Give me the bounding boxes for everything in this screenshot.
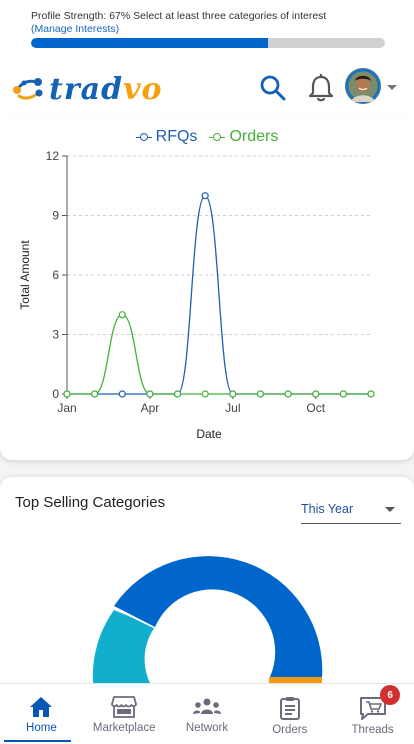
legend-swatch-rfqs bbox=[135, 132, 152, 142]
series-line-orders bbox=[67, 314, 371, 395]
logo-mark-icon bbox=[13, 78, 43, 100]
people-icon bbox=[192, 698, 221, 714]
data-point-orders bbox=[201, 390, 209, 398]
x-axis-label: Date bbox=[196, 427, 222, 441]
data-point-orders bbox=[146, 390, 154, 398]
x-tick-label: Jul bbox=[225, 401, 240, 415]
period-select[interactable]: This Year bbox=[301, 499, 401, 524]
data-point-orders bbox=[256, 390, 265, 398]
legend-item-orders[interactable]: Orders bbox=[209, 128, 278, 146]
data-point-rfqs bbox=[118, 390, 126, 398]
x-tick-label: Jan bbox=[57, 401, 76, 415]
data-point-orders bbox=[118, 311, 126, 319]
donut-segment-1 bbox=[114, 556, 323, 678]
clipboard-icon bbox=[279, 697, 300, 720]
data-point-orders bbox=[367, 390, 375, 398]
data-point-orders bbox=[312, 390, 320, 398]
x-tick-label: Oct bbox=[306, 401, 325, 415]
data-point-rfqs bbox=[201, 192, 209, 200]
donut-segment-2 bbox=[92, 610, 155, 683]
top-selling-categories-card: Top Selling Categories This Year bbox=[0, 477, 414, 707]
nav-item-threads[interactable]: Threads 6 bbox=[331, 684, 414, 744]
profile-progress-bar bbox=[31, 38, 385, 48]
nav-label-orders: Orders bbox=[272, 724, 308, 736]
y-axis-label: Total Amount bbox=[18, 240, 32, 310]
series-line-rfqs bbox=[67, 195, 371, 395]
donut-divider bbox=[113, 607, 156, 629]
legend-swatch-orders bbox=[209, 132, 226, 142]
profile-strength-text: Profile Strength: 67% Select at least th… bbox=[31, 10, 327, 22]
logo-text: tradvo bbox=[49, 70, 163, 110]
profile-strength-banner: Profile Strength: 67% Select at least th… bbox=[0, 0, 414, 60]
logo-text-vo: vo bbox=[123, 72, 163, 107]
data-point-orders bbox=[63, 390, 71, 398]
line-chart: 0 3 6 9 12 Jan Apr Jul Oct Date Total Amount bbox=[18, 149, 375, 441]
threads-badge: 6 bbox=[380, 685, 401, 705]
x-tick-label: Apr bbox=[141, 401, 160, 415]
chevron-down-icon[interactable] bbox=[386, 84, 398, 92]
data-point-orders bbox=[91, 390, 99, 398]
nav-label-threads: Threads bbox=[351, 724, 394, 736]
y-tick-label: 0 bbox=[52, 387, 59, 401]
caret-down-icon bbox=[385, 507, 395, 512]
y-tick-label: 12 bbox=[46, 149, 60, 163]
logo-text-trad: trad bbox=[49, 72, 124, 107]
y-tick-label: 6 bbox=[52, 268, 59, 282]
avatar[interactable] bbox=[345, 68, 381, 104]
search-icon[interactable] bbox=[259, 74, 287, 102]
nav-label-home: Home bbox=[26, 722, 57, 734]
data-point-orders bbox=[173, 390, 182, 398]
legend-item-rfqs[interactable]: RFQs bbox=[135, 128, 198, 146]
tradvo-logo[interactable]: tradvo bbox=[11, 70, 163, 110]
legend-label-rfqs: RFQs bbox=[155, 128, 198, 145]
donut-chart bbox=[92, 556, 323, 683]
avatar-image bbox=[345, 68, 381, 104]
manage-interests-link[interactable]: (Manage Interests) bbox=[31, 23, 120, 35]
nav-label-network: Network bbox=[185, 722, 229, 734]
period-select-value: This Year bbox=[301, 502, 354, 516]
data-point-orders bbox=[284, 390, 292, 398]
nav-item-network[interactable]: Network bbox=[166, 684, 249, 744]
y-tick-label: 9 bbox=[52, 209, 59, 223]
section-title: Top Selling Categories bbox=[15, 494, 166, 511]
profile-progress-fill bbox=[31, 38, 269, 48]
chart-legend: RFQs Orders bbox=[0, 128, 414, 146]
store-icon bbox=[111, 696, 138, 718]
donut-segment-3 bbox=[269, 677, 322, 683]
legend-label-orders: Orders bbox=[229, 128, 279, 145]
data-point-orders bbox=[229, 390, 237, 398]
nav-label-marketplace: Marketplace bbox=[92, 722, 156, 734]
data-point-orders bbox=[339, 390, 347, 398]
nav-item-orders[interactable]: Orders bbox=[248, 684, 331, 744]
bottom-nav: Home Marketplace Network Orders bbox=[0, 683, 414, 744]
home-icon bbox=[30, 697, 53, 717]
y-tick-label: 3 bbox=[52, 328, 59, 342]
bell-icon[interactable] bbox=[308, 73, 334, 103]
nav-item-home[interactable]: Home bbox=[0, 684, 83, 744]
nav-item-marketplace[interactable]: Marketplace bbox=[83, 684, 166, 744]
rfq-orders-chart-card: RFQs Orders 0 3 6 9 12 Jan Apr Jul Oct Date Total … bbox=[0, 116, 414, 460]
